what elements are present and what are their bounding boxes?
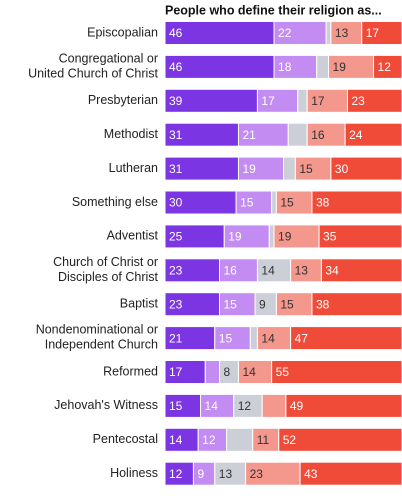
data-label: 23	[169, 297, 183, 311]
data-label: 16	[311, 128, 325, 142]
data-label: 19	[333, 60, 347, 74]
data-label: 43	[304, 467, 318, 481]
data-label: 15	[169, 399, 183, 413]
data-label: 13	[219, 467, 233, 481]
data-label: 34	[325, 263, 339, 277]
data-label: 25	[169, 230, 183, 244]
data-label: 39	[169, 94, 183, 108]
category-label: Methodist	[104, 127, 159, 141]
category-label: Nondenominational or Independent Church	[36, 323, 158, 352]
category-label: Church of Christ or Disciples of Christ	[53, 255, 158, 284]
data-label: 17	[169, 365, 183, 379]
bar-segment	[325, 21, 332, 45]
data-label: 19	[278, 230, 292, 244]
data-label: 22	[278, 26, 292, 40]
bar-segment	[271, 190, 277, 215]
data-label: 55	[276, 365, 290, 379]
category-label: Episcopalian	[87, 25, 158, 39]
data-label: 15	[224, 297, 238, 311]
data-label: 14	[261, 263, 275, 277]
data-label: 12	[202, 433, 216, 447]
data-label: 52	[283, 433, 297, 447]
category-label: Adventist	[107, 229, 159, 243]
data-label: 12	[169, 467, 183, 481]
data-label: 21	[169, 331, 183, 345]
category-label: Lutheran	[109, 161, 158, 175]
data-label: 38	[316, 196, 330, 210]
data-label: 17	[311, 94, 325, 108]
bar-segment	[285, 393, 402, 418]
data-label: 14	[169, 433, 183, 447]
data-label: 18	[278, 60, 292, 74]
data-label: 21	[242, 128, 256, 142]
data-label: 19	[242, 162, 256, 176]
data-label: 9	[197, 467, 204, 481]
data-label: 35	[323, 230, 337, 244]
data-label: 8	[224, 365, 231, 379]
data-label: 15	[299, 162, 313, 176]
bar-segment	[287, 122, 308, 147]
bar-segment	[204, 360, 221, 384]
data-label: 38	[316, 297, 330, 311]
data-label: 46	[169, 60, 183, 74]
data-label: 24	[349, 128, 363, 142]
bar-segment	[320, 258, 402, 283]
data-label: 12	[378, 60, 392, 74]
bar-segment	[278, 427, 402, 452]
data-label: 14	[261, 331, 275, 345]
data-label: 49	[290, 399, 304, 413]
data-label: 17	[366, 26, 380, 40]
bar-segment	[283, 156, 296, 181]
category-label: Baptist	[120, 296, 159, 310]
category-label: Something else	[72, 195, 158, 209]
data-label: 30	[169, 196, 183, 210]
data-label: 17	[261, 94, 275, 108]
data-label: 19	[228, 230, 242, 244]
category-label: Jehovah's Witness	[54, 398, 158, 412]
bar-segment	[249, 326, 258, 351]
data-label: 15	[240, 196, 254, 210]
data-label: 31	[169, 162, 183, 176]
category-label: Holiness	[110, 466, 158, 480]
bar-segment	[226, 427, 254, 452]
category-label: Pentecostal	[93, 432, 158, 446]
data-label: 12	[238, 399, 252, 413]
data-label: 13	[335, 26, 349, 40]
data-label: 31	[169, 128, 183, 142]
bar-segment	[271, 360, 402, 384]
bar-segment	[299, 461, 402, 486]
bar-segment	[268, 224, 275, 249]
data-label: 23	[351, 94, 365, 108]
category-label: Congregational or United Church of Christ	[28, 52, 158, 81]
data-label: 23	[250, 467, 264, 481]
data-label: 15	[219, 331, 233, 345]
data-label: 14	[205, 399, 219, 413]
category-label: Reformed	[103, 364, 158, 378]
bar-segment	[316, 54, 330, 79]
data-label: 15	[280, 196, 294, 210]
chart-title: People who define their religion as...	[165, 3, 382, 17]
bar-segment	[297, 88, 308, 113]
data-label: 47	[295, 331, 309, 345]
data-label: 14	[242, 365, 256, 379]
data-label: 16	[224, 263, 238, 277]
category-label: Presbyterian	[88, 93, 158, 107]
bar-segment	[311, 190, 402, 215]
data-label: 15	[280, 297, 294, 311]
bar-segment	[261, 393, 287, 418]
data-label: 13	[295, 263, 309, 277]
data-label: 46	[169, 26, 183, 40]
data-label: 23	[169, 263, 183, 277]
bar-segment	[311, 292, 402, 317]
data-label: 30	[335, 162, 349, 176]
data-label: 9	[259, 297, 266, 311]
data-label: 11	[257, 433, 270, 447]
